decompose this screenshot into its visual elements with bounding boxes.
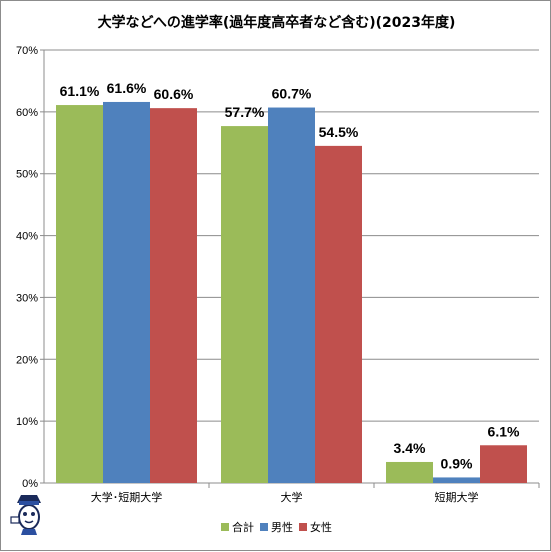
legend-label: 男性 [271, 521, 293, 534]
x-category-label: 短期大学 [435, 490, 479, 504]
y-tick-label: 50% [16, 169, 38, 181]
bar [386, 461, 433, 483]
bar [433, 477, 480, 483]
legend-label: 女性 [310, 521, 332, 534]
legend-swatch [260, 523, 268, 531]
data-label: 54.5% [319, 124, 359, 140]
legend: 合計 男性 女性 [1, 519, 551, 535]
y-tick-label: 30% [16, 292, 38, 304]
data-label: 0.9% [441, 455, 473, 471]
chart-title: 大学などへの進学率(過年度高卒者など含む)(2023年度) [97, 15, 456, 31]
legend-swatch [221, 523, 229, 531]
data-label: 61.1% [60, 83, 100, 99]
data-label: 60.7% [272, 86, 312, 102]
legend-item: 女性 [299, 519, 332, 535]
data-label: 60.6% [154, 86, 194, 102]
bar [315, 145, 362, 483]
legend-item: 男性 [260, 519, 293, 535]
x-category-label: 大学 [281, 490, 303, 504]
x-category-label: 大学･短期大学 [91, 490, 163, 504]
y-tick-label: 10% [16, 416, 38, 428]
y-tick-label: 0% [22, 478, 38, 490]
data-label: 3.4% [394, 440, 426, 456]
legend-swatch [299, 523, 307, 531]
y-tick-label: 20% [16, 354, 38, 366]
mascot-logo [10, 495, 41, 535]
data-label: 6.1% [488, 423, 520, 439]
bar [56, 105, 103, 483]
data-label: 61.6% [107, 80, 147, 96]
data-label: 57.7% [225, 104, 265, 120]
bar [150, 108, 197, 483]
bar [103, 101, 150, 484]
bar [480, 445, 527, 483]
y-tick-label: 60% [16, 107, 38, 119]
y-tick-label: 40% [16, 231, 38, 243]
y-tick-label: 70% [16, 45, 38, 57]
bar [268, 107, 315, 483]
bar [221, 126, 268, 483]
legend-item: 合計 [221, 519, 254, 535]
legend-label: 合計 [232, 521, 254, 534]
